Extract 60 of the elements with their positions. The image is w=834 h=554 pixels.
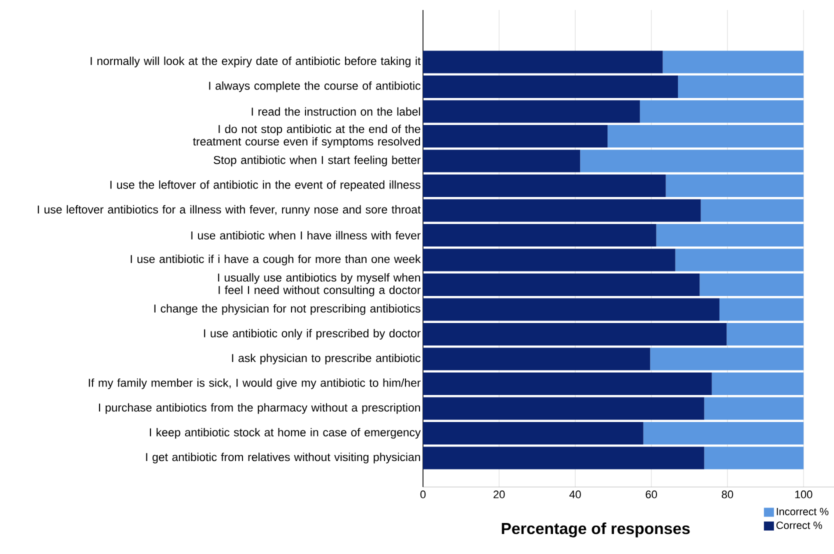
bar [700,274,804,296]
bar [423,50,663,74]
y-tick-label: I do not stop antibiotic at the end of the treatment course even if symptoms resolved [193,124,420,148]
bar [423,75,678,98]
x-tick-label: 60 [646,490,657,498]
y-tick-label: I keep antibiotic stock at home in case of emergency [150,428,421,439]
bar [678,75,804,98]
x-axis-title: Percentage of responses [502,522,690,538]
y-tick-label: I read the instruction on the label [252,107,420,116]
bar [423,199,701,222]
bar [423,224,656,247]
legend-label: Incorrect % [776,508,828,516]
x-tick-label: 20 [494,490,505,498]
bar [423,124,608,148]
y-tick-label: I use antibiotic if i have a cough for more than one week [130,254,421,266]
bar [423,446,704,470]
bar [423,274,700,296]
bar [704,446,804,470]
bar [640,100,804,123]
bar [423,372,712,396]
y-tick-label: I use antibiotic only if prescribed by doctor [204,328,421,340]
y-tick-label: I always complete the course of antibiotic [209,81,420,92]
bar [662,50,804,74]
bar [700,199,804,222]
bar [712,372,804,396]
x-tick-label: 100 [795,490,812,498]
bar [675,248,804,272]
bar [423,298,720,321]
bar [650,348,804,370]
y-tick-label: If my family member is sick, I would give my antibiotic to him/her [88,378,421,390]
bar [580,150,804,172]
bar [704,397,804,420]
x-tick-label: 80 [722,490,734,498]
y-tick-label: I usually use antibiotics by myself when I feel I need without consulting a doctor [218,273,421,296]
x-tick-label: 0 [420,490,426,498]
bar [666,174,804,198]
bar [423,248,676,272]
bar [423,422,644,445]
y-tick-label: I normally will look at the expiry date of antibiotic before taking it [90,56,421,68]
bar [423,397,704,420]
y-tick-label: I change the physician for not prescribing antibiotics [154,304,420,315]
y-tick-label: I use the leftover of antibiotic in the event of repeated illness [110,180,420,192]
y-tick-label: I get antibiotic from relatives without visiting physician [146,452,420,464]
bar [608,124,804,148]
y-tick-label: Stop antibiotic when I start feeling better [214,156,421,166]
bar [719,298,804,321]
bar [656,224,804,247]
bar [423,174,666,198]
y-tick-label: I ask physician to prescribe antibiotic [232,354,420,364]
bar [423,100,640,123]
bar [423,348,650,370]
bar [423,323,727,346]
y-tick-label: I purchase antibiotics from the pharmacy without a prescription [99,403,420,414]
bar [423,150,580,172]
bar [726,323,804,346]
y-tick-label: I use antibiotic when I have illness with fever [191,231,421,240]
y-tick-label: I use leftover antibiotics for a illness with fever, runny nose and sore throat [38,205,421,216]
legend-label: Correct % [776,522,822,530]
bar [643,422,804,445]
x-tick-label: 40 [569,490,581,498]
